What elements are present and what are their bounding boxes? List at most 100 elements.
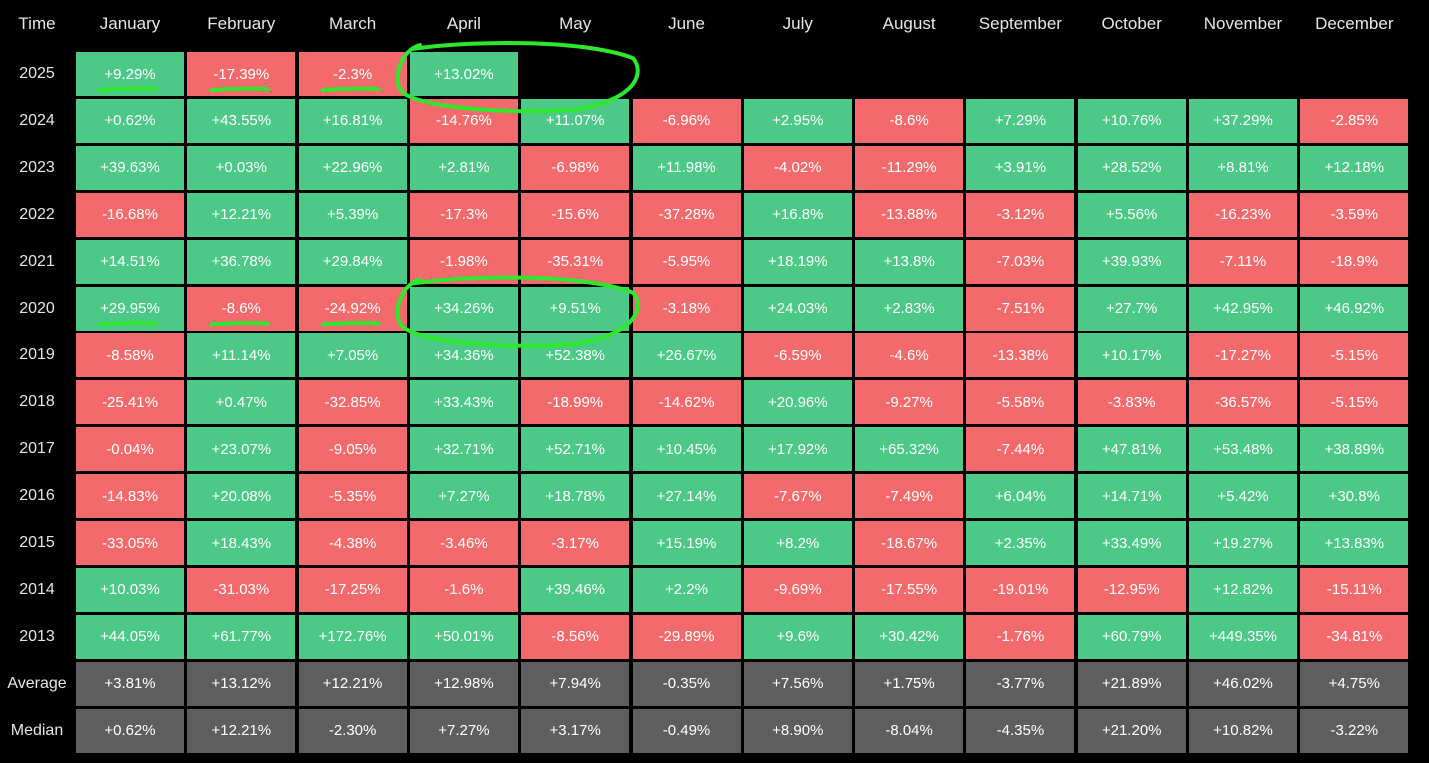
cell-2018-june: -14.62% [632, 380, 741, 425]
cell-2016-september: +6.04% [966, 474, 1075, 519]
cell-2014-july: -9.69% [743, 567, 852, 612]
cell-average-february: +13.12% [187, 661, 296, 706]
column-header-august: August [882, 14, 936, 33]
row-label-2016: 2016 [19, 487, 55, 505]
cell-2015-december: +13.83% [1300, 521, 1409, 565]
row-label-2015: 2015 [19, 534, 55, 551]
cell-2024-march: +16.81% [298, 98, 407, 143]
cell-2015-april: -3.46% [409, 521, 518, 565]
cell-2018-january: -25.41% [76, 380, 184, 425]
column-header-july: July [782, 14, 813, 33]
cell-2015-october: +33.49% [1077, 521, 1186, 565]
cell-2018-february: +0.47% [187, 380, 296, 425]
cell-2018-october: -3.83% [1077, 380, 1186, 425]
cell-2018-november: -36.57% [1189, 380, 1297, 425]
row-label-median: Median [10, 721, 64, 739]
cell-2022-september: -3.12% [966, 192, 1075, 237]
row-label-2022: 2022 [19, 205, 55, 223]
cell-2019-november: -17.27% [1189, 333, 1297, 378]
cell-2013-february: +61.77% [187, 614, 296, 659]
cell-2020-september: -7.51% [966, 286, 1075, 331]
cell-2017-august: +65.32% [855, 427, 964, 472]
cell-2024-january: +0.62% [76, 98, 184, 143]
cell-2017-january: -0.04% [76, 427, 184, 472]
cell-2014-may: +39.46% [521, 567, 630, 612]
cell-2021-november: -7.11% [1189, 239, 1297, 284]
row-label-2021: 2021 [19, 252, 55, 270]
cell-2020-august: +2.83% [855, 286, 964, 331]
cell-2017-september: -7.44% [966, 427, 1075, 472]
cell-2018-april: +33.43% [409, 380, 518, 425]
cell-2016-november: +5.42% [1189, 474, 1297, 519]
cell-2016-june: +27.14% [632, 474, 741, 519]
row-label-2024: 2024 [19, 111, 55, 129]
cell-2021-october: +39.93% [1077, 239, 1186, 284]
column-header-february: February [207, 14, 276, 33]
cell-2015-november: +19.27% [1189, 521, 1297, 565]
cell-2021-february: +36.78% [187, 239, 296, 284]
row-label-2025: 2025 [19, 65, 55, 82]
cell-average-july: +7.56% [743, 661, 852, 706]
cell-median-december: -3.22% [1300, 708, 1409, 753]
cell-2024-june: -6.96% [632, 98, 741, 143]
cell-2013-march: +172.76% [298, 614, 407, 659]
cell-average-november: +46.02% [1189, 661, 1297, 706]
cell-2024-september: +7.29% [966, 98, 1075, 143]
cell-2021-september: -7.03% [966, 239, 1075, 284]
cell-2015-august: -18.67% [855, 521, 964, 565]
cell-median-november: +10.82% [1189, 708, 1297, 753]
cell-2024-february: +43.55% [187, 98, 296, 143]
cell-2023-january: +39.63% [76, 145, 184, 190]
cell-2019-may: +52.38% [521, 333, 630, 378]
cell-2014-march: -17.25% [298, 567, 407, 612]
cell-2019-october: +10.17% [1077, 333, 1186, 378]
cell-2015-july: +8.2% [743, 521, 852, 565]
cell-2015-january: -33.05% [76, 521, 184, 565]
cell-2024-may: +11.07% [521, 98, 630, 143]
column-header-december: December [1315, 14, 1394, 33]
cell-2023-july: -4.02% [743, 145, 852, 190]
cell-2017-june: +10.45% [632, 427, 741, 472]
cell-2016-december: +30.8% [1300, 474, 1409, 519]
cell-2015-march: -4.38% [298, 521, 407, 565]
cell-2017-may: +52.71% [521, 427, 630, 472]
cell-2016-august: -7.49% [855, 474, 964, 519]
cell-2020-december: +46.92% [1300, 286, 1409, 331]
cell-2020-february: -8.6% [187, 286, 296, 331]
cell-median-may: +3.17% [521, 708, 630, 753]
cell-2014-november: +12.82% [1189, 567, 1297, 612]
cell-2022-july: +16.8% [743, 192, 852, 237]
cell-2023-february: +0.03% [187, 145, 296, 190]
cell-2023-december: +12.18% [1300, 145, 1409, 190]
cell-2021-december: -18.9% [1300, 239, 1409, 284]
row-label-2017: 2017 [19, 440, 55, 458]
cell-2016-february: +20.08% [187, 474, 296, 519]
cell-average-december: +4.75% [1300, 661, 1409, 706]
cell-2016-january: -14.83% [76, 474, 184, 519]
cell-2020-june: -3.18% [632, 286, 741, 331]
corner-label-time: Time [18, 14, 56, 33]
cell-2023-october: +28.52% [1077, 145, 1186, 190]
column-header-november: November [1203, 14, 1283, 33]
cell-2015-may: -3.17% [521, 521, 630, 565]
cell-2020-may: +9.51% [521, 286, 630, 331]
cell-median-january: +0.62% [76, 708, 184, 753]
cell-median-october: +21.20% [1077, 708, 1186, 753]
cell-2022-october: +5.56% [1077, 192, 1186, 237]
cell-2024-july: +2.95% [743, 98, 852, 143]
cell-2020-january: +29.95% [76, 286, 184, 331]
cell-2022-june: -37.28% [632, 192, 741, 237]
cell-2018-september: -5.58% [966, 380, 1075, 425]
cell-median-march: -2.30% [298, 708, 407, 753]
cell-2016-july: -7.67% [743, 474, 852, 519]
column-header-october: October [1101, 14, 1162, 33]
cell-median-april: +7.27% [409, 708, 518, 753]
cell-median-august: -8.04% [855, 708, 964, 753]
cell-2022-august: -13.88% [855, 192, 964, 237]
cell-2013-october: +60.79% [1077, 614, 1186, 659]
cell-2021-june: -5.95% [632, 239, 741, 284]
cell-2014-august: -17.55% [855, 567, 964, 612]
row-label-2023: 2023 [19, 158, 55, 176]
cell-2014-february: -31.03% [187, 567, 296, 612]
